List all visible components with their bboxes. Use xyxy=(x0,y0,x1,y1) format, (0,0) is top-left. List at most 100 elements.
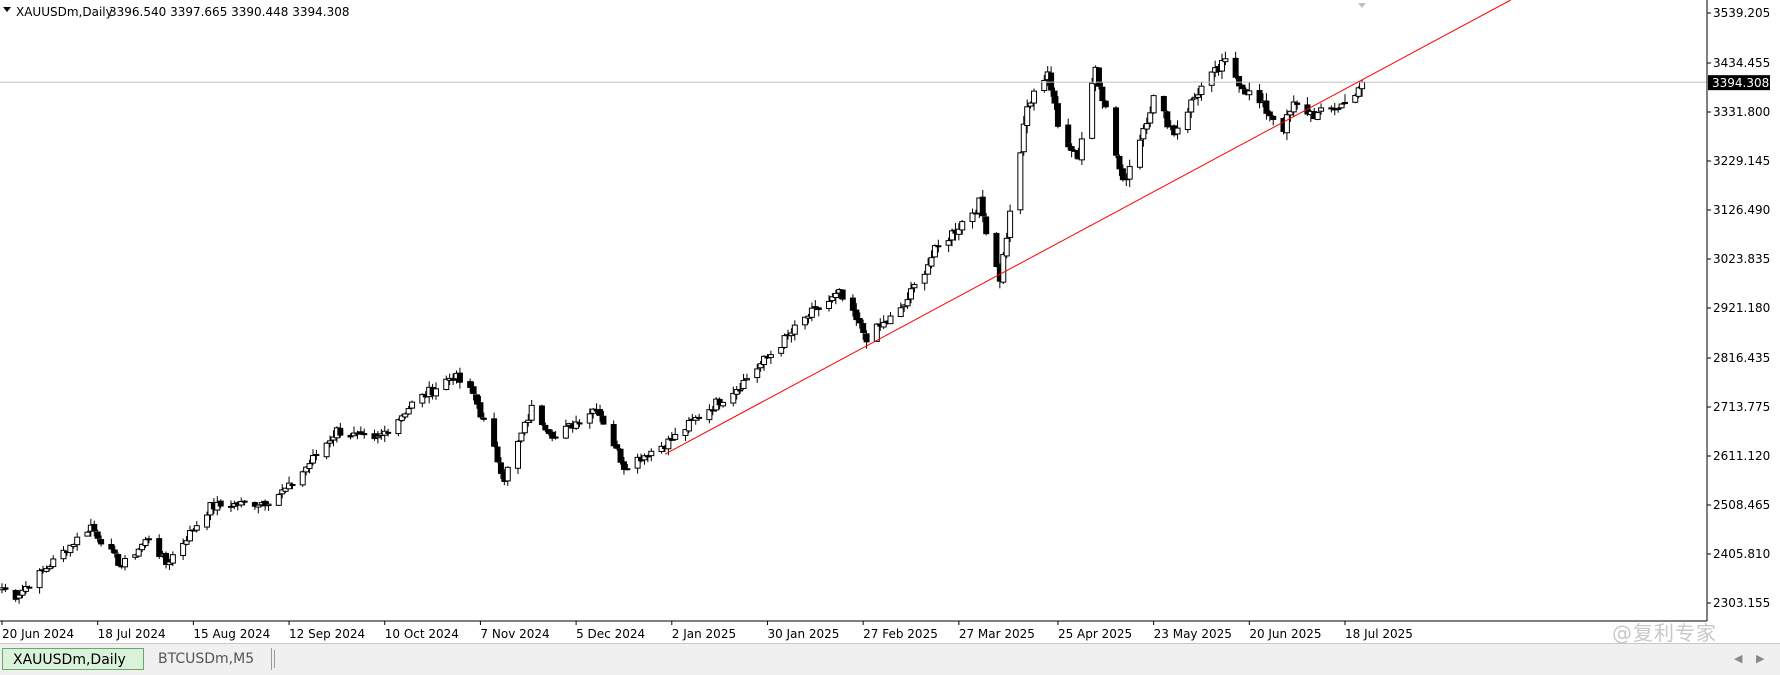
bull-candle xyxy=(1195,94,1202,98)
bull-candle xyxy=(672,433,679,440)
bull-candle xyxy=(665,438,672,450)
shift-marker-icon[interactable] xyxy=(1358,3,1366,8)
bear-candle xyxy=(313,453,320,456)
x-tick-label: 7 Nov 2024 xyxy=(480,627,549,641)
bear-candle xyxy=(549,431,556,439)
y-axis-ticks: 3539.205 3434.455 3331.800 3229.145 3126.490… xyxy=(1707,6,1770,610)
bull-candle xyxy=(265,503,272,506)
bear-candle xyxy=(450,378,457,381)
bull-candle xyxy=(641,455,648,461)
bull-candle xyxy=(1352,94,1359,103)
x-tick-label: 5 Dec 2024 xyxy=(576,627,645,641)
y-tick-label: 3126.490 xyxy=(1713,203,1770,217)
bull-candle xyxy=(730,392,737,404)
bear-candle xyxy=(849,297,856,311)
bull-candle xyxy=(767,354,774,358)
bull-candle xyxy=(1335,107,1342,110)
x-tick-label: 18 Jul 2025 xyxy=(1345,627,1413,641)
bear-candle xyxy=(1048,72,1055,91)
bear-candle xyxy=(156,538,163,557)
x-tick-label: 23 May 2025 xyxy=(1154,627,1232,641)
tab-xauusdm-daily[interactable]: XAUUSDm,Daily xyxy=(2,648,144,670)
bear-candle xyxy=(357,431,364,434)
bear-candle xyxy=(337,427,344,436)
bull-candle xyxy=(1078,138,1085,161)
bear-candle xyxy=(1099,86,1106,102)
bull-candle xyxy=(282,487,289,492)
bull-candle xyxy=(931,245,938,258)
candles-group xyxy=(0,51,1366,604)
scroll-right-icon[interactable]: ▶ xyxy=(1756,652,1765,665)
bull-candle xyxy=(135,548,142,557)
bear-candle xyxy=(94,531,101,539)
bull-candle xyxy=(330,436,337,441)
bull-candle xyxy=(409,401,416,409)
bull-candle xyxy=(873,323,880,342)
bear-candle xyxy=(1160,96,1167,112)
triangle-down-icon[interactable] xyxy=(3,7,11,12)
x-tick-label: 12 Sep 2024 xyxy=(289,627,365,641)
watermark: @复利专家 xyxy=(1612,621,1717,645)
bull-candle xyxy=(303,466,310,473)
bull-candle xyxy=(1355,87,1362,97)
y-tick-label: 3331.800 xyxy=(1713,105,1770,119)
bull-candle xyxy=(36,570,43,589)
bear-candle xyxy=(217,500,224,507)
bear-candle xyxy=(1232,57,1239,78)
bull-candle xyxy=(323,442,330,458)
bull-candle xyxy=(180,542,187,556)
bear-candle xyxy=(289,484,296,487)
bear-candle xyxy=(576,422,583,425)
bear-candle xyxy=(542,424,549,431)
y-tick-label: 3229.145 xyxy=(1713,154,1770,168)
bull-candle xyxy=(1188,99,1195,113)
bull-candle xyxy=(562,425,569,439)
price-chart[interactable]: 3539.205 3434.455 3331.800 3229.145 3126.490… xyxy=(0,0,1780,643)
bull-candle xyxy=(1287,110,1294,116)
bull-candle xyxy=(354,432,361,435)
bear-candle xyxy=(624,468,631,471)
bull-candle xyxy=(969,212,976,222)
bull-candle xyxy=(709,409,716,412)
bull-candle xyxy=(1208,71,1215,86)
bull-candle xyxy=(959,221,966,231)
bull-candle xyxy=(1147,112,1154,124)
scroll-left-icon[interactable]: ◀ xyxy=(1734,652,1743,665)
bear-candle xyxy=(696,416,703,419)
bull-candle xyxy=(142,539,149,547)
y-tick-label: 2921.180 xyxy=(1713,301,1770,315)
bear-candle xyxy=(620,461,627,470)
y-tick-label: 2508.465 xyxy=(1713,498,1770,512)
bear-candle xyxy=(853,309,860,321)
current-price-label: 3394.308 xyxy=(1712,76,1769,90)
tab-btcusdm-m5[interactable]: BTCUSDm,M5 xyxy=(148,648,272,670)
bull-candle xyxy=(122,558,129,568)
bull-candle xyxy=(204,514,211,528)
bear-candle xyxy=(1095,67,1102,87)
bull-candle xyxy=(405,408,412,415)
bull-candle xyxy=(757,363,764,369)
bear-candle xyxy=(474,394,481,405)
bear-candle xyxy=(856,317,863,324)
bear-candle xyxy=(863,333,870,343)
bull-candle xyxy=(139,543,146,551)
bull-candle xyxy=(904,299,911,307)
bear-candle xyxy=(477,402,484,418)
bull-candle xyxy=(921,273,928,284)
bear-candle xyxy=(227,505,234,508)
bull-candle xyxy=(419,393,426,404)
bear-candle xyxy=(251,502,258,507)
bull-candle xyxy=(911,284,918,289)
bear-candle xyxy=(115,554,122,566)
bull-candle xyxy=(808,307,815,318)
bull-candle xyxy=(740,379,747,390)
bear-candle xyxy=(108,543,115,550)
trendline[interactable] xyxy=(664,0,1511,455)
bear-candle xyxy=(1270,115,1277,120)
bull-candle xyxy=(238,500,245,506)
bear-candle xyxy=(480,417,487,420)
bull-candle xyxy=(1246,90,1253,96)
bear-candle xyxy=(1164,111,1171,128)
bull-candle xyxy=(778,347,785,354)
